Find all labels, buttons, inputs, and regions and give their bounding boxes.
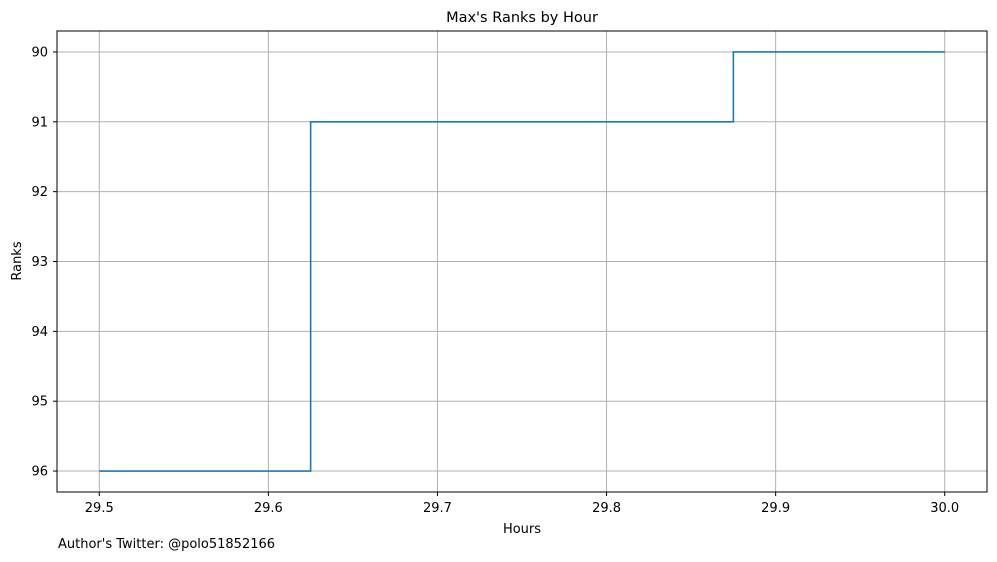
tick-layer: 29.5 29.6 29.7 29.8 29.9 30.0 90 91 92 93 94 95 96: [31, 45, 959, 516]
x-tick-label: 30.0: [930, 501, 959, 516]
y-tick-label: 95: [31, 395, 48, 410]
x-tick-label: 29.9: [761, 501, 790, 516]
x-axis-label: Hours: [503, 522, 541, 537]
x-tick-label: 29.7: [423, 501, 452, 516]
chart-title: Max's Ranks by Hour: [446, 10, 598, 26]
x-tick-label: 29.8: [592, 501, 621, 516]
y-tick-label: 96: [31, 465, 48, 480]
y-tick-label: 93: [31, 255, 48, 270]
y-tick-label: 91: [31, 115, 48, 130]
series-layer: [99, 51, 945, 472]
y-axis-label: Ranks: [10, 241, 25, 280]
y-tick-label: 92: [31, 185, 48, 200]
y-tick-label: 90: [31, 45, 48, 60]
x-tick-label: 29.5: [85, 501, 114, 516]
grid-lines: [57, 31, 987, 492]
rank-step-line: [99, 51, 945, 472]
x-tick-label: 29.6: [254, 501, 283, 516]
y-tick-label: 94: [31, 325, 48, 340]
author-twitter-credit: Author's Twitter: @polo51852166: [58, 537, 276, 552]
